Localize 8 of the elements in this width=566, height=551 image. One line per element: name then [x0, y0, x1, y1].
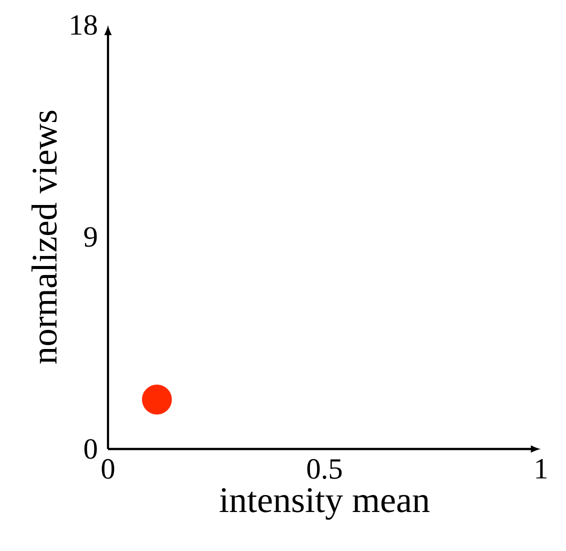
- y-tick-label: 18: [71, 15, 97, 35]
- x-axis-title: intensity mean: [220, 488, 430, 520]
- y-axis-title: normalized views: [31, 110, 57, 364]
- x-tick-label: 0.5: [307, 459, 342, 479]
- y-tick-label: 9: [84, 227, 97, 247]
- x-tick-label: 0: [102, 459, 114, 479]
- x-tick-label: 1: [536, 459, 547, 478]
- y-tick-label: 0: [84, 439, 97, 459]
